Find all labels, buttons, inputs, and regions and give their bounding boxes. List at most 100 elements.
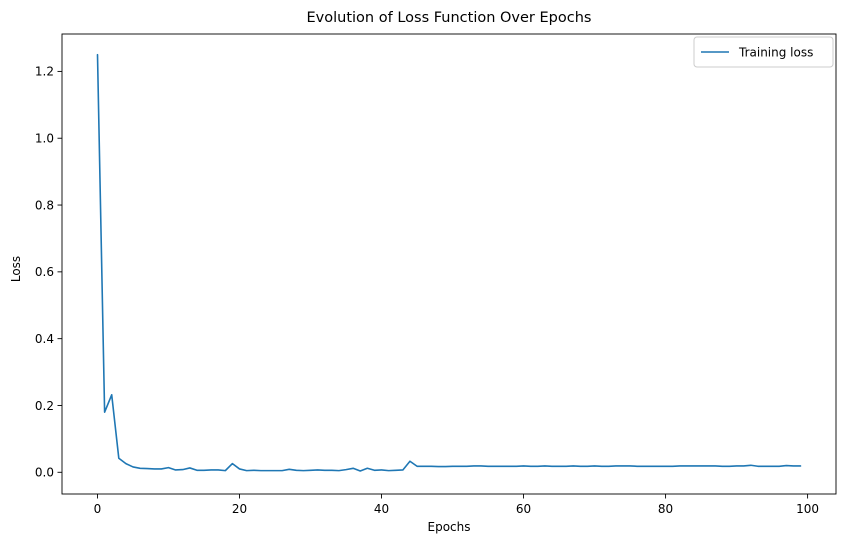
data-point bbox=[281, 470, 283, 472]
data-point bbox=[239, 468, 241, 470]
data-point bbox=[686, 465, 688, 467]
x-tick-label: 60 bbox=[516, 502, 531, 516]
data-point bbox=[516, 465, 518, 467]
data-point bbox=[757, 465, 759, 467]
data-point bbox=[338, 470, 340, 472]
data-point bbox=[381, 469, 383, 471]
data-point bbox=[714, 465, 716, 467]
data-point bbox=[274, 470, 276, 472]
data-point bbox=[139, 467, 141, 469]
data-point bbox=[629, 465, 631, 467]
data-point bbox=[452, 465, 454, 467]
chart-title: Evolution of Loss Function Over Epochs bbox=[307, 10, 592, 26]
data-point bbox=[132, 466, 134, 468]
x-tick-label: 20 bbox=[232, 502, 247, 516]
data-point bbox=[707, 465, 709, 467]
data-point bbox=[636, 465, 638, 467]
data-point bbox=[693, 465, 695, 467]
data-point bbox=[388, 470, 390, 472]
data-point bbox=[189, 467, 191, 469]
plot-area: 0 20 40 60 80 100 0.0 0.2 0.4 0.6 0.8 1.0 1.2 bbox=[35, 33, 837, 516]
data-point bbox=[416, 465, 418, 467]
legend: Training loss bbox=[693, 36, 834, 68]
data-point bbox=[587, 465, 589, 467]
data-point bbox=[601, 465, 603, 467]
data-point bbox=[672, 465, 674, 467]
data-point bbox=[146, 468, 148, 470]
y-tick-label: 0.4 bbox=[35, 332, 54, 346]
data-point bbox=[423, 465, 425, 467]
data-point bbox=[267, 470, 269, 472]
y-axis-label: Loss bbox=[9, 256, 23, 282]
data-point bbox=[800, 465, 802, 467]
data-point bbox=[296, 469, 298, 471]
data-point bbox=[643, 465, 645, 467]
data-point bbox=[473, 465, 475, 467]
data-point bbox=[175, 469, 177, 471]
data-point bbox=[359, 470, 361, 472]
data-point bbox=[232, 463, 234, 465]
data-point bbox=[246, 470, 248, 472]
data-point bbox=[367, 467, 369, 469]
data-point bbox=[395, 469, 397, 471]
data-point bbox=[317, 469, 319, 471]
data-point bbox=[217, 469, 219, 471]
data-point bbox=[736, 465, 738, 467]
data-point bbox=[558, 465, 560, 467]
data-point bbox=[104, 411, 106, 413]
data-point bbox=[203, 469, 205, 471]
x-tick-label: 0 bbox=[94, 502, 102, 516]
data-point bbox=[260, 470, 262, 472]
data-point bbox=[331, 469, 333, 471]
data-point bbox=[196, 469, 198, 471]
data-point bbox=[615, 465, 617, 467]
data-point bbox=[665, 465, 667, 467]
data-point bbox=[494, 465, 496, 467]
data-point bbox=[729, 465, 731, 467]
data-point bbox=[750, 464, 752, 466]
y-tick-label: 0.8 bbox=[35, 198, 54, 212]
x-tick-label: 40 bbox=[374, 502, 389, 516]
y-tick-label: 0.6 bbox=[35, 265, 54, 279]
data-point bbox=[97, 54, 99, 56]
data-point bbox=[324, 469, 326, 471]
data-point bbox=[225, 470, 227, 472]
data-point bbox=[764, 465, 766, 467]
data-point bbox=[288, 468, 290, 470]
data-point bbox=[551, 465, 553, 467]
data-point bbox=[658, 465, 660, 467]
data-point bbox=[125, 463, 127, 465]
y-tick-label: 0.0 bbox=[35, 466, 54, 480]
data-point bbox=[168, 467, 170, 469]
data-point bbox=[487, 465, 489, 467]
data-point bbox=[785, 465, 787, 467]
data-point bbox=[651, 465, 653, 467]
data-point bbox=[700, 465, 702, 467]
data-point bbox=[466, 465, 468, 467]
data-point bbox=[210, 469, 212, 471]
data-point bbox=[445, 466, 447, 468]
data-point bbox=[565, 465, 567, 467]
x-tick-label: 80 bbox=[658, 502, 673, 516]
data-point bbox=[161, 468, 163, 470]
data-point bbox=[743, 465, 745, 467]
data-point bbox=[501, 465, 503, 467]
data-point bbox=[352, 467, 354, 469]
data-point bbox=[409, 460, 411, 462]
data-point bbox=[154, 468, 156, 470]
data-point bbox=[182, 469, 184, 471]
data-point bbox=[722, 465, 724, 467]
data-point bbox=[111, 394, 113, 396]
data-point bbox=[523, 465, 525, 467]
data-point bbox=[509, 465, 511, 467]
legend-frame bbox=[693, 36, 834, 68]
data-point bbox=[572, 465, 574, 467]
axes-frame bbox=[61, 33, 837, 495]
data-point bbox=[345, 469, 347, 471]
x-axis-label: Epochs bbox=[428, 520, 471, 534]
data-point bbox=[778, 465, 780, 467]
data-point bbox=[438, 466, 440, 468]
